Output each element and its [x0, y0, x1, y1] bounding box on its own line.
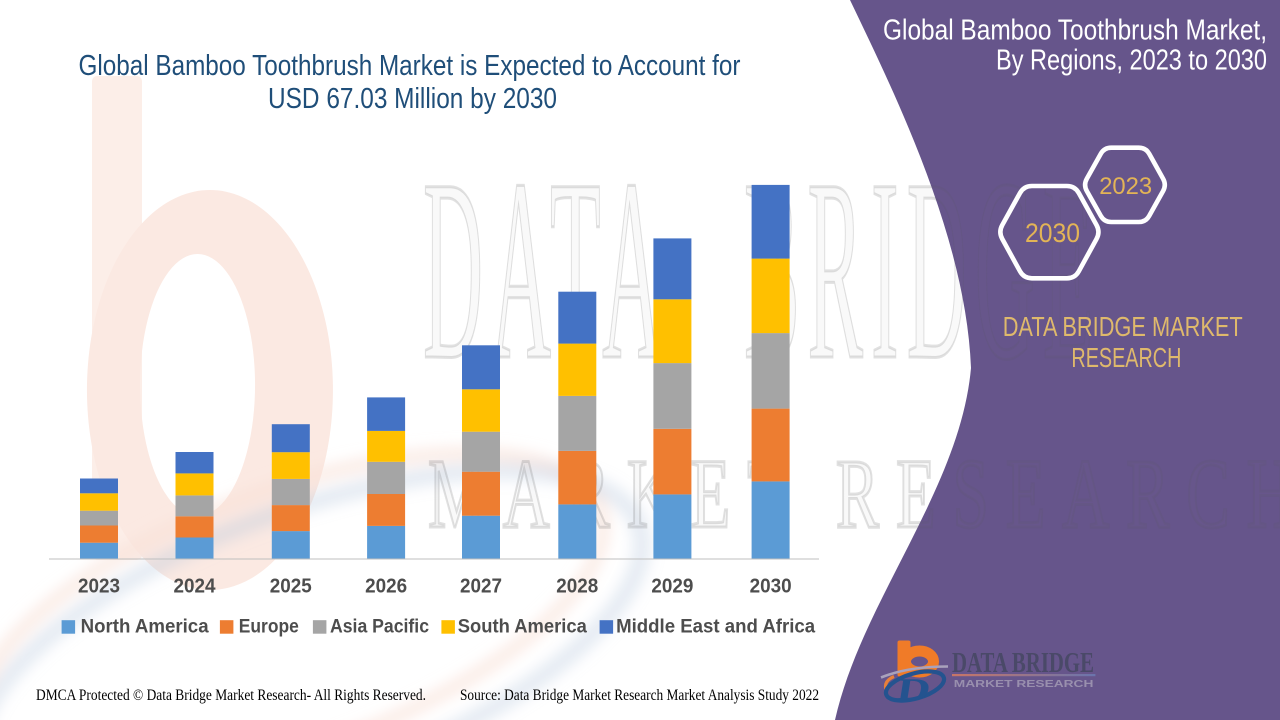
svg-text:2028: 2028 — [556, 575, 598, 598]
svg-text:MARKET RESEARCH: MARKET RESEARCH — [428, 439, 1280, 549]
svg-text:Europe: Europe — [239, 616, 299, 638]
svg-text:D: D — [894, 672, 933, 706]
svg-text:Asia Pacific: Asia Pacific — [330, 616, 429, 638]
svg-text:Source: Data Bridge Market Res: Source: Data Bridge Market Research Mark… — [460, 687, 819, 704]
svg-text:2029: 2029 — [651, 575, 693, 598]
svg-text:2023: 2023 — [78, 575, 120, 598]
svg-text:DATA BRIDGE MARKET: DATA BRIDGE MARKET — [1003, 311, 1243, 342]
svg-text:2024: 2024 — [174, 575, 217, 598]
svg-text:2026: 2026 — [365, 575, 407, 598]
svg-text:MARKET RESEARCH: MARKET RESEARCH — [954, 679, 1094, 690]
svg-text:DATA BRIDGE: DATA BRIDGE — [952, 647, 1094, 679]
svg-text:2030: 2030 — [750, 575, 792, 598]
svg-text:2025: 2025 — [270, 575, 312, 598]
svg-text:2030: 2030 — [1025, 218, 1080, 248]
svg-text:USD 67.03 Million by 2030: USD 67.03 Million by 2030 — [268, 83, 557, 115]
svg-text:RESEARCH: RESEARCH — [1071, 342, 1181, 373]
svg-text:North America: North America — [81, 616, 209, 638]
svg-text:2027: 2027 — [460, 575, 502, 598]
svg-text:DMCA Protected © Data Bridge M: DMCA Protected © Data Bridge Market Rese… — [36, 687, 426, 704]
svg-text:2023: 2023 — [1099, 173, 1152, 200]
svg-text:BRIDGE: BRIDGE — [744, 125, 1102, 413]
svg-text:By Regions, 2023 to 2030: By Regions, 2023 to 2030 — [996, 45, 1267, 77]
svg-text:Global Bamboo Toothbrush Marke: Global Bamboo Toothbrush Market is Expec… — [79, 50, 741, 82]
svg-text:DATA: DATA — [423, 125, 670, 413]
svg-text:Middle East and Africa: Middle East and Africa — [616, 616, 815, 638]
svg-text:Global Bamboo Toothbrush Marke: Global Bamboo Toothbrush Market, — [883, 15, 1267, 47]
svg-text:South America: South America — [458, 616, 587, 638]
